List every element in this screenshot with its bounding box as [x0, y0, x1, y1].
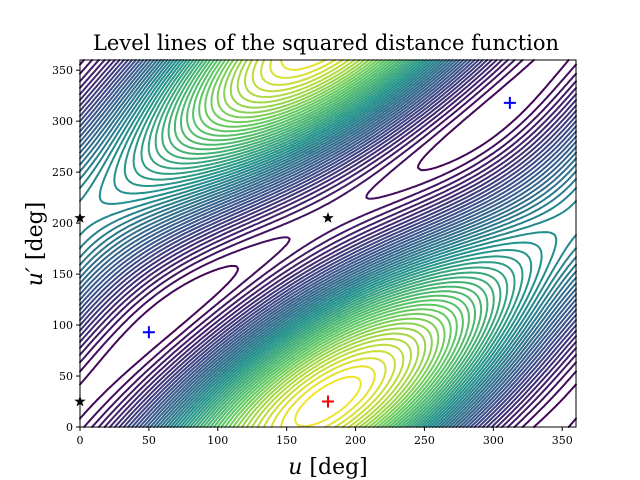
maximum-marker	[322, 395, 334, 408]
contour-lines	[79, 59, 577, 428]
contour-line	[79, 59, 577, 428]
x-axis-label-unit: [deg]	[302, 455, 367, 480]
x-axis-ticks: 0 50 100 150 200 250 300 350	[77, 427, 573, 447]
y-tick-label: 200	[52, 217, 73, 230]
x-tick-label: 100	[207, 434, 228, 447]
contour-line	[198, 59, 458, 428]
y-tick-label: 0	[66, 421, 73, 434]
contour-line	[79, 59, 577, 428]
contour-line	[79, 59, 577, 428]
x-tick-label: 300	[483, 434, 504, 447]
contour-line	[113, 59, 543, 428]
contour-line	[192, 59, 464, 428]
contour-line	[79, 59, 577, 428]
contour-line	[79, 59, 577, 428]
contour-line	[79, 59, 577, 428]
contour-line	[79, 59, 577, 428]
contour-line	[244, 59, 412, 428]
contour-line	[132, 59, 524, 428]
contour-line	[79, 59, 577, 428]
x-tick-label: 350	[552, 434, 573, 447]
contour-line	[140, 59, 516, 428]
contour-line	[123, 59, 533, 428]
contour-line	[154, 59, 502, 428]
contour-line	[98, 59, 558, 428]
contour-line	[147, 59, 509, 428]
contour-line	[79, 59, 577, 428]
contour-line	[79, 59, 577, 428]
y-axis-label-var: u′	[23, 267, 48, 286]
contour-line	[280, 59, 376, 428]
x-tick-label: 200	[345, 434, 366, 447]
y-tick-label: 300	[52, 115, 73, 128]
y-tick-label: 150	[52, 268, 73, 281]
contour-line	[216, 59, 440, 428]
contour-line	[210, 59, 446, 428]
minimum-marker	[503, 96, 516, 109]
y-tick-label: 50	[59, 370, 73, 383]
y-axis-label-unit: [deg]	[23, 202, 48, 267]
x-axis-label-var: u	[288, 455, 302, 480]
x-tick-label: 0	[77, 434, 84, 447]
y-tick-label: 250	[52, 166, 73, 179]
y-tick-label: 100	[52, 319, 73, 332]
contour-line	[79, 59, 577, 428]
contour-line	[79, 59, 577, 428]
x-tick-label: 250	[414, 434, 435, 447]
contour-line	[186, 59, 470, 428]
contour-line	[251, 59, 405, 428]
contour-line	[180, 59, 476, 428]
y-axis-label: u′ [deg]	[23, 202, 48, 287]
y-tick-label: 350	[52, 64, 73, 77]
saddle-star-marker	[322, 212, 334, 223]
contour-line	[79, 59, 577, 428]
contour-line	[269, 59, 387, 428]
y-axis-ticks: 0 50 100 150 200 250 300 350	[52, 64, 80, 434]
contour-line	[294, 375, 362, 428]
x-tick-label: 50	[142, 434, 156, 447]
contour-line	[79, 59, 577, 428]
x-tick-label: 150	[276, 434, 297, 447]
contour-line	[79, 59, 577, 428]
contour-line	[79, 59, 577, 428]
x-axis-label: u [deg]	[288, 455, 368, 480]
chart-title: Level lines of the squared distance func…	[93, 31, 559, 55]
minimum-marker	[142, 326, 155, 339]
plot-frame	[79, 59, 577, 428]
contour-line	[260, 59, 396, 428]
contour-line	[229, 59, 427, 428]
